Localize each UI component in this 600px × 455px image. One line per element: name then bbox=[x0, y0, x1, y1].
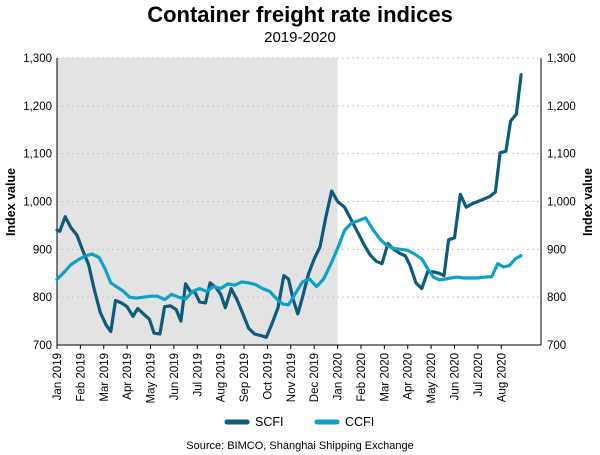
y-tick-label-right: 1,000 bbox=[547, 197, 576, 209]
x-tick-label: Oct 2019 bbox=[262, 353, 274, 400]
x-tick-label: Nov 2019 bbox=[286, 353, 298, 402]
x-tick-label: Jan 2020 bbox=[333, 353, 345, 400]
x-tick-label: Feb 2019 bbox=[75, 353, 87, 402]
legend-label-ccfi: CCFI bbox=[345, 415, 374, 429]
x-tick-label: Sep 2019 bbox=[239, 353, 251, 402]
y-tick-label-right: 1,200 bbox=[547, 101, 576, 113]
legend-label-scfi: SCFI bbox=[255, 415, 283, 429]
y-tick-label-left: 900 bbox=[33, 244, 52, 256]
x-tick-label: Jun 2020 bbox=[449, 353, 461, 400]
series-line-scfi bbox=[55, 73, 523, 339]
x-tick-label: Jun 2019 bbox=[169, 353, 181, 400]
y-tick-label-left: 1,200 bbox=[23, 101, 52, 113]
x-tick-label: Dec 2019 bbox=[309, 353, 321, 402]
legend: SCFI CCFI bbox=[224, 415, 374, 429]
y-axis-label-right: Index value bbox=[581, 168, 595, 236]
x-tick-label: Mar 2019 bbox=[99, 353, 111, 402]
y-tick-label-right: 900 bbox=[547, 244, 566, 256]
series bbox=[55, 73, 523, 339]
y-tick-label-left: 1,000 bbox=[23, 197, 52, 209]
source-note: Source: BIMCO, Shanghai Shipping Exchang… bbox=[186, 440, 413, 452]
x-tick-label: May 2019 bbox=[146, 353, 158, 404]
x-tick-label: May 2020 bbox=[426, 353, 438, 404]
y-axis-label-left: Index value bbox=[4, 168, 18, 236]
x-tick-label: Jul 2020 bbox=[473, 353, 485, 396]
x-tick-label: Apr 2020 bbox=[403, 353, 415, 400]
x-tick-label: Apr 2019 bbox=[122, 353, 134, 400]
x-tick-label: Feb 2020 bbox=[356, 353, 368, 402]
y-ticks-right: 700 800 900 1,000 1,100 1,200 1,300 bbox=[547, 53, 576, 352]
chart-title: Container freight rate indices bbox=[147, 2, 453, 27]
x-tick-label: Aug 2020 bbox=[496, 353, 508, 402]
series-line-ccfi bbox=[55, 216, 523, 307]
x-tick-label: Jul 2019 bbox=[192, 353, 204, 396]
y-tick-label-right: 1,300 bbox=[547, 53, 576, 65]
y-tick-label-left: 800 bbox=[33, 292, 52, 304]
y-ticks-left: 700 800 900 1,000 1,100 1,200 1,300 bbox=[23, 53, 52, 352]
x-ticks: Jan 2019 Feb 2019 Mar 2019 Apr 2019 May 2019… bbox=[52, 345, 508, 404]
y-tick-label-left: 1,300 bbox=[23, 53, 52, 65]
axes bbox=[56, 58, 542, 346]
y-tick-label-right: 1,100 bbox=[547, 149, 576, 161]
x-tick-label: Mar 2020 bbox=[379, 353, 391, 402]
chart-subtitle: 2019-2020 bbox=[264, 29, 336, 46]
x-tick-label: Aug 2019 bbox=[216, 353, 228, 402]
y-tick-label-left: 1,100 bbox=[23, 149, 52, 161]
y-tick-label-right: 700 bbox=[547, 340, 566, 352]
x-tick-label: Jan 2019 bbox=[52, 353, 64, 400]
y-tick-label-right: 800 bbox=[547, 292, 566, 304]
y-tick-label-left: 700 bbox=[33, 340, 52, 352]
